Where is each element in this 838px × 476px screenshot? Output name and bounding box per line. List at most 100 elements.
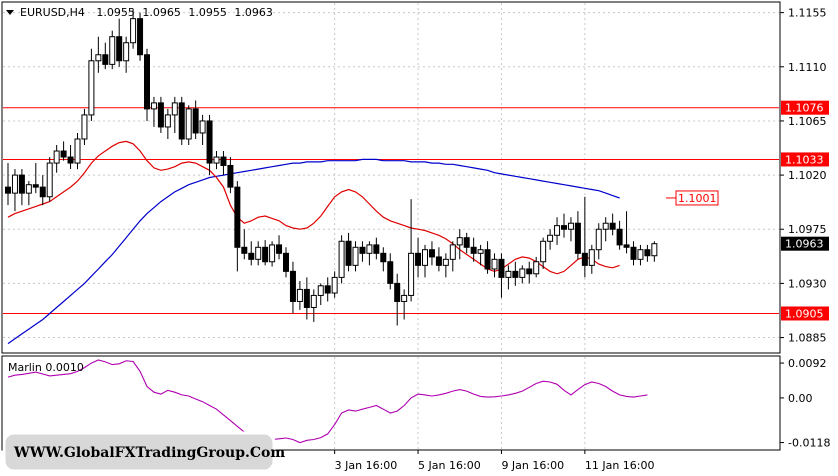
candle-body: [255, 246, 262, 260]
last-price-label: 1.0963: [785, 238, 824, 251]
candle-body: [442, 258, 449, 266]
candle: [581, 196, 588, 278]
candle: [644, 244, 651, 262]
price-tick-label: 1.0885: [788, 332, 827, 345]
candle-body: [171, 102, 178, 116]
candle-body: [609, 222, 616, 230]
candle: [206, 114, 213, 176]
candle-body: [338, 240, 345, 278]
candle-body: [185, 108, 192, 140]
candle-body: [199, 120, 206, 134]
candle: [289, 261, 296, 314]
candle: [144, 48, 150, 121]
candle-body: [227, 164, 234, 188]
level-tag: [781, 152, 829, 167]
candle-body: [102, 54, 109, 65]
candle: [95, 36, 102, 73]
candle: [477, 244, 484, 266]
candle-body: [561, 225, 567, 230]
candle-body: [581, 252, 588, 266]
price-tick-label: 1.1155: [788, 7, 827, 20]
candle: [67, 145, 74, 170]
candle: [185, 105, 192, 146]
time-axis: 3 Jan 16:00 5 Jan 16:00 9 Jan 16:00 11 Jan …: [334, 450, 655, 472]
candle-body: [574, 222, 581, 254]
main-panel: [1, 1, 781, 354]
candle-body: [150, 102, 157, 110]
candle: [262, 240, 269, 266]
candle: [366, 241, 373, 266]
candle-body: [595, 228, 602, 251]
price-levels: 1.1076 1.1033 1.0905 1.1001: [3, 100, 829, 321]
candle: [102, 42, 109, 70]
price-tick-label: 1.1020: [788, 169, 827, 182]
candle-body: [67, 156, 74, 164]
candle-body: [415, 252, 422, 266]
candle: [574, 211, 581, 260]
candle-body: [463, 237, 470, 248]
candle: [123, 36, 130, 73]
ohlc-low: 1.0955: [188, 6, 227, 19]
candle-body: [317, 285, 324, 296]
candle: [18, 169, 25, 206]
candle: [533, 256, 540, 278]
candle: [310, 289, 317, 322]
candle-body: [547, 234, 554, 242]
candle-body: [276, 244, 283, 254]
candle-body: [46, 162, 53, 198]
candle-body: [352, 246, 359, 266]
candle-body: [345, 240, 352, 266]
candle: [422, 244, 428, 278]
candle-body: [144, 54, 150, 110]
candle: [109, 30, 116, 70]
ma-value-tag: [675, 190, 719, 206]
candle-body: [644, 249, 651, 257]
candle: [651, 241, 658, 262]
candle: [394, 273, 401, 326]
candle-body: [456, 237, 463, 246]
candle-body: [269, 244, 276, 263]
candle-body: [331, 276, 338, 294]
candle: [255, 241, 262, 266]
candle-body: [366, 244, 373, 254]
candle-body: [387, 261, 394, 284]
candle: [623, 211, 630, 254]
candle: [276, 235, 283, 260]
candle: [609, 213, 616, 236]
price-tick-label: 1.0930: [788, 277, 827, 290]
candle: [32, 163, 39, 194]
level-tag-label: 1.1033: [785, 153, 824, 166]
candle-body: [39, 186, 46, 198]
indicator-name: Marlin 0.0010: [8, 361, 84, 374]
candle: [5, 163, 11, 206]
candles: [5, 9, 658, 326]
candle: [324, 277, 331, 302]
candle: [227, 157, 234, 194]
candle: [401, 289, 408, 320]
candle-body: [394, 282, 401, 302]
candle-body: [11, 174, 18, 194]
candle-body: [484, 249, 491, 270]
candle: [498, 253, 505, 298]
candle: [53, 145, 60, 173]
candle-body: [289, 270, 296, 302]
watermark-badge: WWW.GlobalFXTradingGroup.Com: [2, 431, 285, 473]
moving-averages: [7, 140, 620, 345]
triangle-down-icon[interactable]: [6, 10, 14, 15]
ma-red-line: [7, 140, 620, 275]
candle: [616, 220, 623, 250]
candle-body: [25, 184, 32, 194]
candle: [561, 213, 567, 238]
candle: [442, 253, 449, 278]
price-tick-label: 1.0975: [788, 223, 827, 236]
candle-body: [310, 294, 317, 308]
price-axis: 1.1155 1.1110 1.1065 1.1020 1.0975 1.0930 1.08…: [780, 7, 829, 345]
level-tag: [781, 100, 829, 115]
candle: [192, 100, 199, 139]
candle: [554, 217, 561, 245]
candle-body: [303, 288, 310, 308]
candle-body: [602, 222, 609, 230]
candle: [602, 217, 609, 242]
candle: [359, 241, 366, 262]
